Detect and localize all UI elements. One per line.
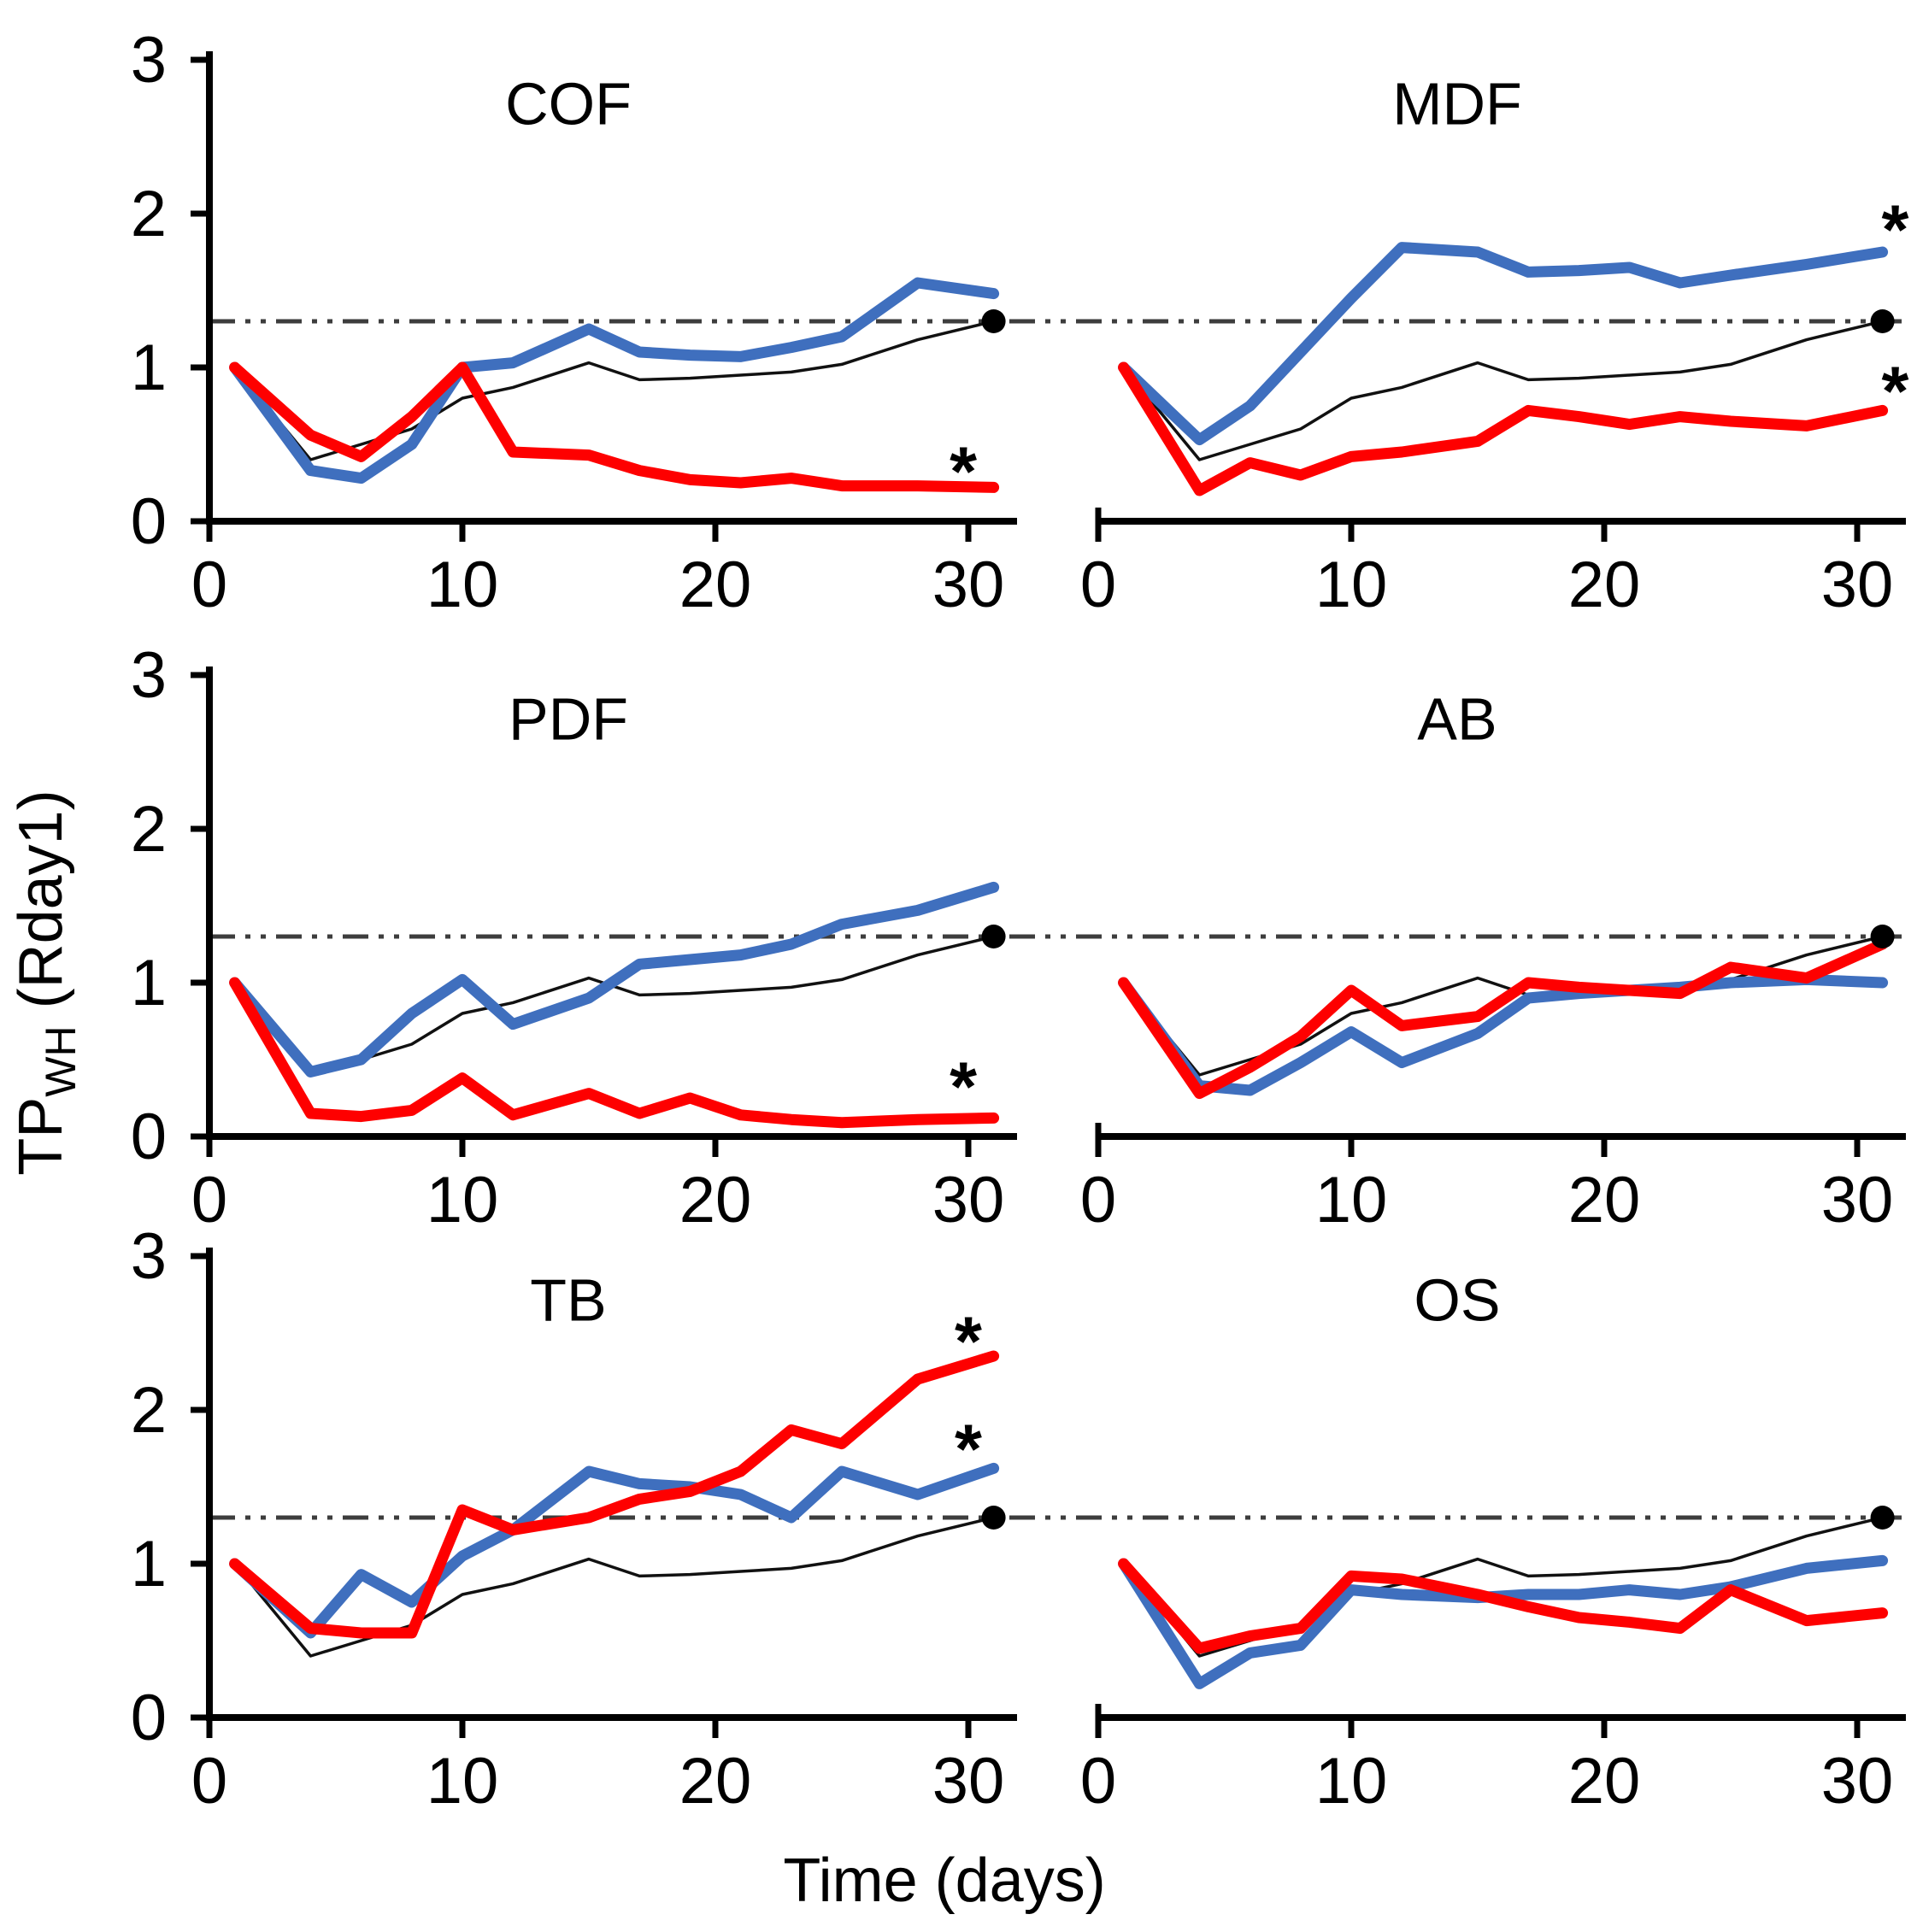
x-tick-label: 10 bbox=[1315, 1164, 1388, 1236]
y-tick-label: 0 bbox=[131, 485, 167, 558]
y-tick-label: 0 bbox=[131, 1101, 167, 1173]
x-tick-label: 0 bbox=[1080, 1164, 1116, 1236]
significance-asterisk-red: * bbox=[1881, 353, 1908, 431]
os-red-line bbox=[1118, 1558, 1889, 1654]
x-tick-label: 20 bbox=[679, 1164, 752, 1236]
y-tick-label: 0 bbox=[131, 1682, 167, 1754]
reference-line bbox=[233, 935, 995, 1077]
panel-os: 0 10 20 30 OS bbox=[1080, 1267, 1906, 1817]
y-tick-label: 3 bbox=[131, 1220, 167, 1293]
y-tick-label: 2 bbox=[131, 1374, 167, 1447]
x-tick-label: 0 bbox=[1080, 549, 1116, 621]
x-tick-label: 0 bbox=[1080, 1745, 1116, 1817]
x-tick-label: 20 bbox=[1568, 1745, 1641, 1817]
endpoint-dot bbox=[981, 309, 1006, 333]
tb-red-line bbox=[229, 1350, 1000, 1639]
panel-mdf: 0 10 20 30 * * MDF bbox=[1080, 71, 1909, 621]
panel-title-pdf: PDF bbox=[509, 686, 628, 753]
x-tick-label: 20 bbox=[1568, 549, 1641, 621]
mdf-red-line bbox=[1118, 361, 1889, 496]
y-tick-label: 2 bbox=[131, 178, 167, 250]
x-tick-label: 0 bbox=[191, 1164, 227, 1236]
panel-title-cof: COF bbox=[505, 71, 632, 138]
reference-line bbox=[1122, 320, 1884, 461]
significance-asterisk-red: * bbox=[955, 1303, 982, 1381]
panel-ab: 0 10 20 30 AB bbox=[1080, 686, 1906, 1236]
panel-title-tb: TB bbox=[530, 1267, 606, 1334]
panel-pdf: 0 10 20 30 0 1 2 3 * PDF bbox=[131, 639, 1017, 1236]
y-tick-label: 1 bbox=[131, 332, 167, 404]
panel-tb: 0 10 20 30 0 1 2 3 * * TB bbox=[131, 1220, 1017, 1817]
x-tick-label: 0 bbox=[191, 1745, 227, 1817]
y-tick-label: 3 bbox=[131, 639, 167, 712]
significance-asterisk-red: * bbox=[950, 433, 977, 511]
endpoint-dot bbox=[1870, 1506, 1895, 1530]
pdf-blue-line bbox=[229, 881, 1000, 1078]
endpoint-dot bbox=[1870, 925, 1895, 948]
endpoint-dot bbox=[981, 925, 1006, 948]
significance-asterisk-blue: * bbox=[955, 1411, 982, 1489]
y-tick-label: 2 bbox=[131, 793, 167, 866]
x-tick-label: 10 bbox=[426, 549, 499, 621]
x-tick-label: 30 bbox=[932, 549, 1005, 621]
x-tick-label: 20 bbox=[1568, 1164, 1641, 1236]
cof-red-line bbox=[229, 361, 1000, 493]
x-tick-label: 30 bbox=[1821, 1745, 1894, 1817]
panel-title-os: OS bbox=[1414, 1267, 1500, 1334]
panel-title-ab: AB bbox=[1417, 686, 1497, 753]
tb-blue-line bbox=[229, 1462, 1000, 1639]
panel-title-mdf: MDF bbox=[1392, 71, 1522, 138]
x-tick-label: 10 bbox=[1315, 549, 1388, 621]
significance-asterisk-red: * bbox=[950, 1048, 977, 1126]
y-tick-label: 3 bbox=[131, 24, 167, 97]
x-tick-label: 10 bbox=[1315, 1745, 1388, 1817]
endpoint-dot bbox=[1870, 309, 1895, 333]
pdf-red-line bbox=[229, 977, 1000, 1129]
x-tick-label: 30 bbox=[932, 1164, 1005, 1236]
y-axis-label: TPWH (Rday1) bbox=[7, 790, 85, 1175]
x-tick-label: 10 bbox=[426, 1745, 499, 1817]
y-tick-label: 1 bbox=[131, 947, 167, 1019]
x-tick-label: 0 bbox=[191, 549, 227, 621]
x-tick-label: 30 bbox=[1821, 549, 1894, 621]
x-tick-label: 20 bbox=[679, 549, 752, 621]
cof-blue-line bbox=[229, 277, 1000, 484]
x-axis-label: Time (days) bbox=[783, 1847, 1105, 1915]
x-tick-label: 20 bbox=[679, 1745, 752, 1817]
significance-asterisk-blue: * bbox=[1881, 191, 1908, 269]
x-tick-label: 30 bbox=[1821, 1164, 1894, 1236]
ab-red-line bbox=[1118, 938, 1889, 1100]
x-tick-label: 10 bbox=[426, 1164, 499, 1236]
ab-blue-line bbox=[1118, 973, 1889, 1096]
os-blue-line bbox=[1118, 1554, 1889, 1689]
x-tick-label: 30 bbox=[932, 1745, 1005, 1817]
endpoint-dot bbox=[981, 1506, 1006, 1530]
mdf-blue-line bbox=[1118, 242, 1889, 446]
y-tick-label: 1 bbox=[131, 1528, 167, 1600]
reference-line bbox=[233, 320, 995, 461]
panel-cof: 0 10 20 30 0 1 2 3 * COF bbox=[131, 24, 1017, 621]
